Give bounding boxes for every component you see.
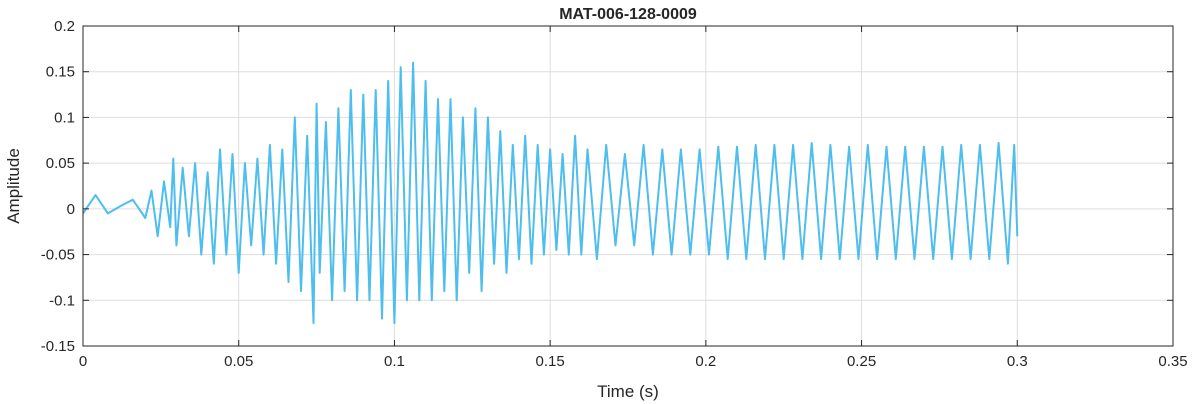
x-tick-label: 0.3 — [1007, 353, 1028, 370]
series-line-amplitude — [82, 61, 1019, 325]
y-tick-label: -0.15 — [41, 338, 75, 355]
x-tick-label: 0.15 — [536, 353, 565, 370]
ticks: 0 0.05 0.1 0.15 0.2 0.25 0.3 0.35 0.2 0.15 0.1 0.05… — [41, 18, 1188, 370]
x-tick-label: 0.05 — [224, 353, 253, 370]
y-tick-label: 0.2 — [54, 18, 75, 35]
y-tick-label: -0.1 — [49, 292, 75, 309]
y-tick-label: 0.1 — [54, 109, 75, 126]
y-tick-label: -0.05 — [41, 247, 75, 264]
x-tick-label: 0.35 — [1158, 353, 1187, 370]
x-tick-label: 0.25 — [847, 353, 876, 370]
chart-title: MAT-006-128-0009 — [559, 6, 697, 23]
y-tick-label: 0 — [67, 201, 75, 218]
y-tick-label: 0.05 — [46, 155, 75, 172]
x-tick-label: 0 — [79, 353, 87, 370]
x-tick-label: 0.1 — [384, 353, 405, 370]
axes-box — [82, 25, 1174, 347]
y-tick-label: 0.15 — [46, 64, 75, 81]
y-axis-label: Amplitude — [4, 148, 23, 224]
x-axis-label: Time (s) — [597, 382, 659, 401]
x-tick-label: 0.2 — [695, 353, 716, 370]
